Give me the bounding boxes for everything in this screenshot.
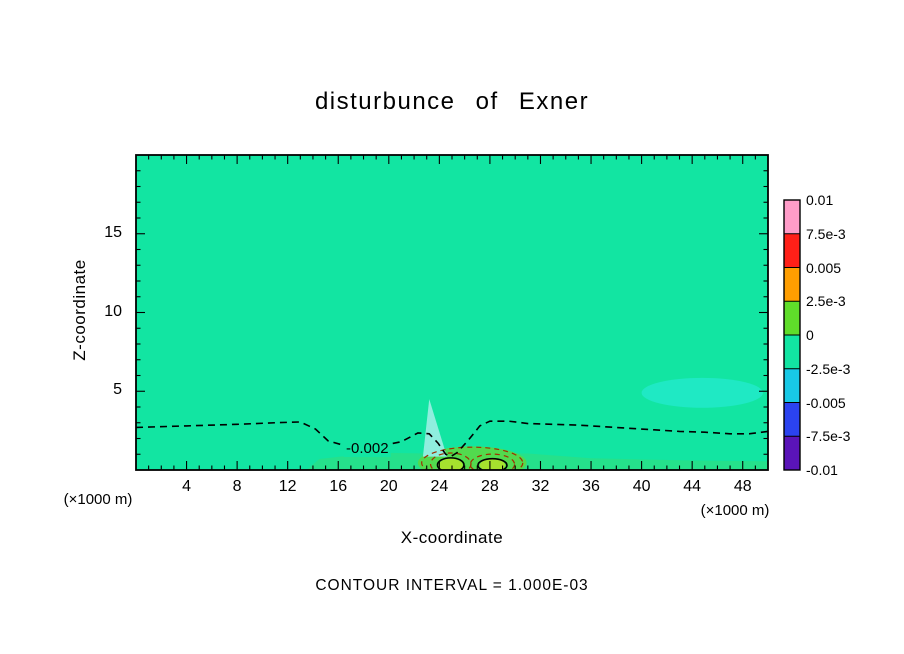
colorbar-segment — [784, 335, 800, 370]
colorbar-tick-label: -0.01 — [806, 462, 838, 478]
x-tick-label: 48 — [733, 478, 752, 495]
x-tick-label: 32 — [531, 478, 550, 495]
contour-line-label: -0.002 — [344, 439, 391, 457]
contour-fill-layer — [136, 155, 768, 470]
contour-interval-note: CONTOUR INTERVAL = 1.000E-03 — [315, 577, 589, 594]
x-tick-label: 44 — [683, 478, 702, 495]
x-axis-unit-label: (×1000 m) — [700, 502, 770, 519]
contour-line-layer — [136, 420, 768, 470]
colorbar-tick-label: 0 — [806, 327, 814, 343]
x-tick-label: 4 — [182, 478, 191, 495]
x-tick-label: 24 — [430, 478, 449, 495]
x-axis-label: X-coordinate — [400, 528, 504, 547]
colorbar-segment — [784, 301, 800, 336]
colorbar-tick-label: -7.5e-3 — [806, 428, 851, 445]
solid-contour — [436, 457, 465, 470]
colorbar-tick-label: 0.005 — [806, 259, 842, 276]
x-tick-label: 36 — [582, 478, 600, 495]
axis-ticks — [136, 155, 768, 470]
oval-core-right — [479, 458, 506, 470]
y-tick-label: 10 — [104, 302, 122, 320]
y-axis-unit-label: (×1000 m) — [63, 491, 133, 508]
main-dashed-contour — [136, 420, 768, 458]
secondary-contour — [469, 453, 516, 470]
y-tick-label: 15 — [104, 223, 122, 241]
cyan-sliver — [422, 399, 447, 457]
x-tick-label: 20 — [379, 478, 398, 495]
colorbar-segment — [784, 402, 800, 437]
solid-contour — [477, 457, 508, 470]
y-tick-label: 5 — [113, 381, 122, 399]
colorbar-segment — [784, 436, 800, 471]
colorbar-tick-label: -0.005 — [806, 394, 846, 411]
colorbar-tick-label: 2.5e-3 — [806, 293, 846, 310]
right-pale-patch — [641, 377, 763, 408]
x-tick-label: 28 — [481, 478, 499, 495]
x-tick-label: 40 — [632, 478, 651, 495]
x-tick-label: 16 — [329, 478, 348, 495]
colorbar-segment — [784, 368, 800, 403]
secondary-contour — [421, 446, 524, 470]
oval-core-left — [438, 458, 463, 470]
colorbar — [783, 199, 801, 471]
colorbar-tick-label: 0.01 — [806, 192, 834, 208]
colorbar-segment — [784, 233, 800, 268]
x-tick-label: 12 — [278, 478, 297, 495]
colorbar-tick-label: -2.5e-3 — [806, 360, 851, 377]
colorbar-segment — [784, 200, 800, 235]
secondary-contour — [429, 452, 472, 470]
x-tick-label: 8 — [232, 478, 242, 495]
chart-title: disturbunce of Exner — [314, 88, 590, 115]
colorbar-tick-label: 7.5e-3 — [806, 225, 846, 242]
colorbar-segment — [784, 267, 800, 302]
